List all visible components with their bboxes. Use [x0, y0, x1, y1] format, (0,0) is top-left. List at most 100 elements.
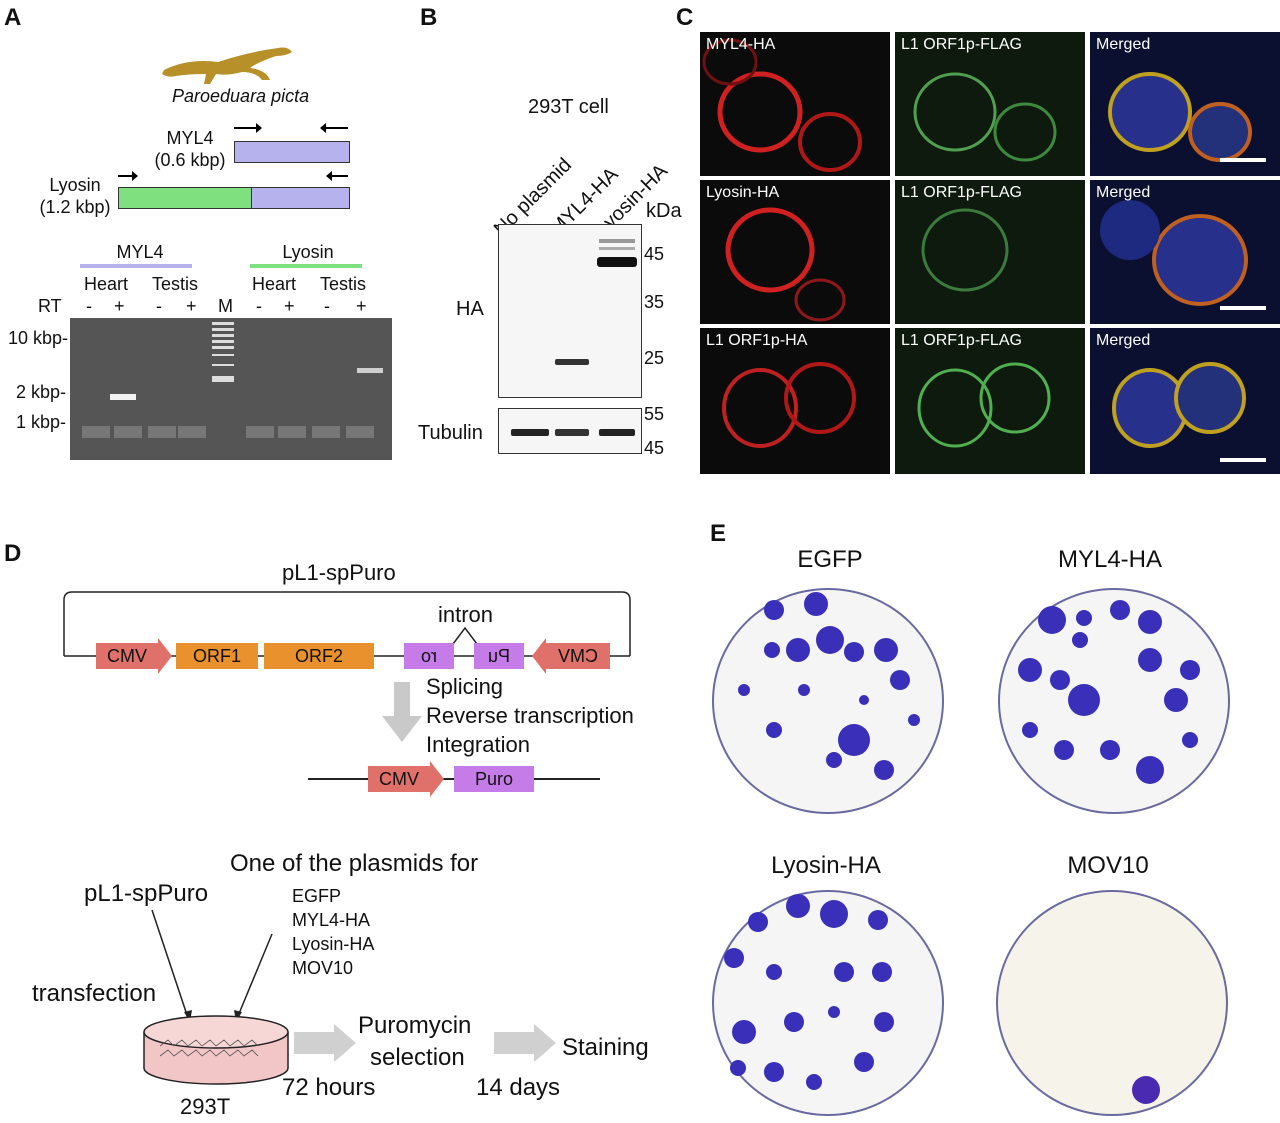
micrograph-merged-3: Merged [1090, 328, 1280, 474]
integrated-cmv-box: CMV [368, 766, 430, 792]
lyosin-primers [118, 171, 348, 181]
duration-72h: 72 hours [282, 1074, 376, 1101]
ha-label: HA [456, 298, 484, 320]
rt-minus-2: - [156, 296, 162, 316]
label-merged-3: Merged [1096, 332, 1151, 349]
plate-label-lyosin-ha: Lyosin-HA [771, 852, 881, 879]
agarose-gel [70, 318, 392, 460]
micrograph-orf1p-flag-2: L1 ORF1p-FLAG [895, 180, 1085, 324]
down-arrow-icon [382, 682, 422, 742]
intron-label: intron [438, 602, 494, 627]
staining-label: Staining [562, 1034, 649, 1061]
panel-letter-a: A [4, 4, 22, 31]
plate-egfp [712, 588, 944, 814]
tissue-heart-1: Heart [84, 274, 129, 294]
cell-293t: 293T [180, 1094, 231, 1119]
kda-label: kDa [646, 200, 682, 222]
gel-group-myl4: MYL4 [116, 242, 164, 262]
micrograph-orf1p-flag-1: L1 ORF1p-FLAG [895, 32, 1085, 176]
transfection-label: transfection [32, 980, 157, 1007]
orf1-box: ORF1 [176, 643, 258, 669]
myl4-size: (0.6 kbp) [154, 150, 226, 170]
micrograph-orf1p-ha: L1 ORF1p-HA [700, 328, 890, 474]
workflow-plasmid: pL1-spPuro [84, 880, 209, 907]
tissue-testis-1: Testis [152, 274, 199, 294]
gecko-icon [162, 47, 292, 84]
label-orf1p-flag-2: L1 ORF1p-FLAG [901, 184, 1022, 201]
cmv-box: CMV [96, 643, 158, 669]
marker-25: 25 [644, 348, 665, 368]
rt-plus-2: + [186, 296, 197, 316]
construct-title: pL1-spPuro [282, 560, 396, 585]
species-name: Paroeduara picta [172, 86, 310, 106]
integrated-cmv-arrowhead [430, 761, 444, 797]
dish-icon [143, 909, 289, 1085]
marker-45-top: 45 [644, 244, 665, 264]
gel-group-lyosin: Lyosin [282, 242, 334, 262]
cmv-arrowhead [158, 638, 172, 674]
plate-myl4-ha [998, 588, 1230, 814]
cmv-rev-box: CMV [546, 643, 610, 669]
rt-label: RT [38, 296, 62, 316]
size-2kbp: 2 kbp- [16, 382, 67, 402]
label-merged-2: Merged [1096, 184, 1151, 201]
tissue-testis-2: Testis [320, 274, 367, 294]
panel-letter-d: D [4, 540, 22, 567]
rt-plus-3: + [284, 296, 295, 316]
tubulin-blot [498, 408, 642, 454]
pu-box: Pu [474, 643, 524, 669]
arrow-14d-icon [494, 1024, 556, 1062]
rt-plus-4: + [356, 296, 367, 316]
duration-14d: 14 days [476, 1074, 561, 1101]
step-integration: Integration [426, 732, 530, 757]
micrograph-merged-2: Merged [1090, 180, 1280, 324]
lyosin-bar [250, 264, 362, 268]
ha-blot [498, 224, 642, 398]
cmv-rev-arrowhead [532, 638, 546, 674]
micrograph-merged-1: Merged [1090, 32, 1280, 176]
option-egfp: EGFP [292, 886, 342, 906]
rt-minus-4: - [324, 296, 330, 316]
lyosin-green-box [118, 187, 252, 209]
option-mov10: MOV10 [292, 958, 354, 978]
panel-letter-b: B [420, 4, 438, 31]
label-orf1p-flag-1: L1 ORF1p-FLAG [901, 36, 1022, 53]
marker-45-bottom: 45 [644, 438, 665, 458]
lyosin-size: (1.2 kbp) [39, 197, 111, 217]
one-of-plasmids: One of the plasmids for [230, 850, 479, 877]
micrograph-myl4-ha: MYL4-HA [700, 32, 890, 176]
marker-55: 55 [644, 404, 665, 424]
integrated-puro-box: Puro [454, 766, 534, 792]
lyosin-purple-box [251, 187, 350, 209]
plate-label-myl4-ha: MYL4-HA [1057, 546, 1163, 573]
marker-label: M [218, 296, 233, 316]
puromycin-label: Puromycin [358, 1012, 472, 1039]
tubulin-label: Tubulin [418, 422, 483, 444]
rt-plus-1: + [114, 296, 125, 316]
label-orf1p-ha: L1 ORF1p-HA [706, 332, 808, 349]
arrow-72h-icon [294, 1024, 356, 1062]
plate-label-mov10: MOV10 [1067, 852, 1149, 879]
step-splicing: Splicing [426, 674, 504, 699]
label-myl4-ha: MYL4-HA [706, 36, 776, 53]
lyosin-label: Lyosin [49, 175, 101, 195]
rt-minus-1: - [86, 296, 92, 316]
marker-35: 35 [644, 292, 665, 312]
panel-letter-c: C [676, 4, 694, 31]
myl4-primers [234, 123, 348, 133]
ro-box: ro [404, 643, 454, 669]
option-lyosin-ha: Lyosin-HA [292, 934, 375, 954]
selection-label: selection [370, 1044, 465, 1071]
micrograph-orf1p-flag-3: L1 ORF1p-FLAG [895, 328, 1085, 474]
label-merged-1: Merged [1096, 36, 1151, 53]
size-10kbp: 10 kbp- [8, 328, 69, 348]
rt-minus-3: - [256, 296, 262, 316]
label-lyosin-ha: Lyosin-HA [706, 184, 780, 201]
panel-letter-e: E [710, 520, 727, 547]
myl4-label: MYL4 [166, 128, 214, 148]
micrograph-lyosin-ha: Lyosin-HA [700, 180, 890, 324]
orf2-box: ORF2 [264, 643, 374, 669]
step-rt: Reverse transcription [426, 703, 634, 728]
plate-lyosin-ha [712, 890, 944, 1116]
myl4-gene-box [234, 141, 350, 163]
